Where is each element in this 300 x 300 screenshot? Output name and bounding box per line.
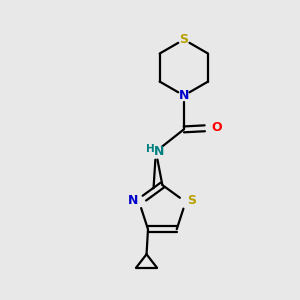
Text: S: S (188, 194, 196, 207)
Text: H: H (146, 144, 155, 154)
Text: S: S (179, 33, 188, 46)
Text: O: O (211, 122, 222, 134)
Text: N: N (154, 145, 164, 158)
Text: N: N (179, 89, 189, 102)
Text: N: N (128, 194, 138, 207)
